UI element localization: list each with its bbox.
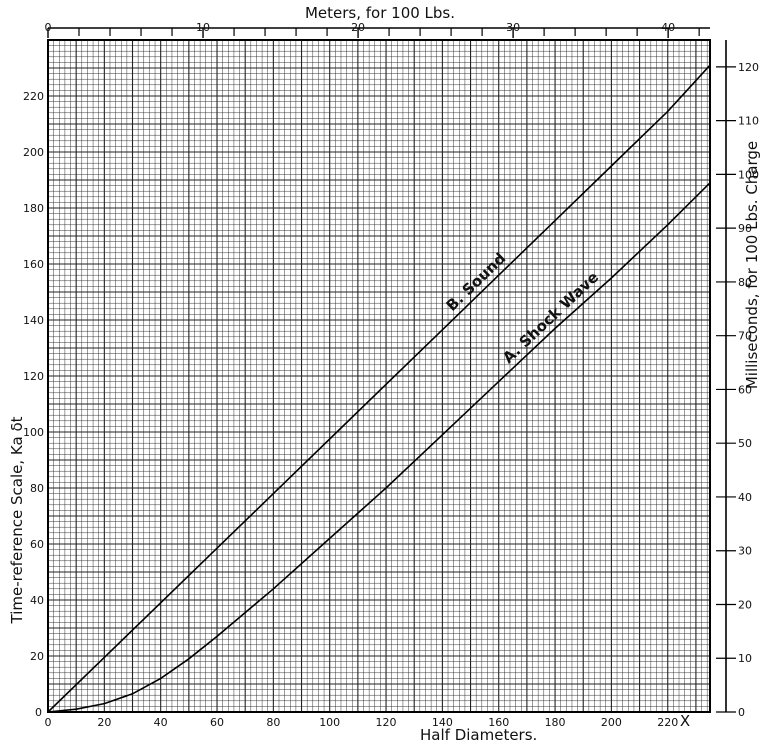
y-tick-label: 100: [23, 426, 44, 439]
right-tick-label: 70: [738, 330, 752, 343]
plot-frame: [47, 39, 711, 713]
right-tick-label: 0: [738, 706, 745, 719]
y-axis-title: Time-reference Scale, Ka δt: [8, 416, 26, 624]
tick-labels: 0 20 40 60 80 100 120 140 160 180 200 2200204060801…: [23, 21, 759, 729]
right-tick-label: 60: [738, 383, 752, 396]
top-tick-label: 30: [506, 21, 520, 34]
axes: [47, 27, 727, 713]
x-tick-label: 140: [432, 716, 453, 729]
right-tick-label: 120: [738, 61, 759, 74]
right-tick-label: 90: [738, 222, 752, 235]
y-tick-label: 180: [23, 202, 44, 215]
y-tick-label: 160: [23, 258, 44, 271]
top-tick-label: 10: [196, 21, 210, 34]
top-tick-label: 20: [351, 21, 365, 34]
series-label-sound: B. Sound: [443, 249, 510, 315]
right-tick-label: 20: [738, 598, 752, 611]
x-tick-label: 60: [210, 716, 224, 729]
y-tick-label: 220: [23, 90, 44, 103]
x-tick-label: 20: [97, 716, 111, 729]
y-tick-label: 200: [23, 146, 44, 159]
series-line-sound: [47, 64, 711, 713]
top-tick-label: 0: [45, 21, 52, 34]
top-axis-title: Meters, for 100 Lbs.: [305, 4, 455, 22]
right-tick-label: 100: [738, 168, 759, 181]
y-tick-label: 40: [30, 594, 44, 607]
x-tick-label: 160: [488, 716, 509, 729]
x-tick-label: 100: [319, 716, 340, 729]
series: [47, 64, 711, 713]
y-tick-label: 0: [35, 706, 42, 719]
top-tick-label: 40: [661, 21, 675, 34]
y-tick-label: 20: [30, 650, 44, 663]
x-tick-label: 0: [45, 716, 52, 729]
right-axis-title: Milliseconds, for 100 Lbs. Charge: [743, 141, 761, 389]
x-tick-label: 80: [266, 716, 280, 729]
right-tick-label: 10: [738, 652, 752, 665]
right-tick-label: 80: [738, 276, 752, 289]
y-tick-label: 80: [30, 482, 44, 495]
right-tick-label: 110: [738, 115, 759, 128]
series-line-shock-wave: [47, 182, 711, 713]
x-axis-title: Half Diameters.: [420, 726, 537, 744]
x-tick-label: 220: [657, 716, 678, 729]
right-tick-label: 50: [738, 437, 752, 450]
grid: [47, 39, 710, 713]
y-tick-label: 140: [23, 314, 44, 327]
x-tick-label: 180: [545, 716, 566, 729]
series-label-shock-wave: A. Shock Wave: [499, 268, 602, 367]
x-tick-label: 120: [376, 716, 397, 729]
x-axis-end-label: X: [680, 712, 690, 730]
x-tick-label: 40: [154, 716, 168, 729]
right-tick-label: 40: [738, 491, 752, 504]
x-tick-label: 200: [601, 716, 622, 729]
y-tick-label: 60: [30, 538, 44, 551]
right-tick-label: 30: [738, 545, 752, 558]
y-tick-label: 120: [23, 370, 44, 383]
